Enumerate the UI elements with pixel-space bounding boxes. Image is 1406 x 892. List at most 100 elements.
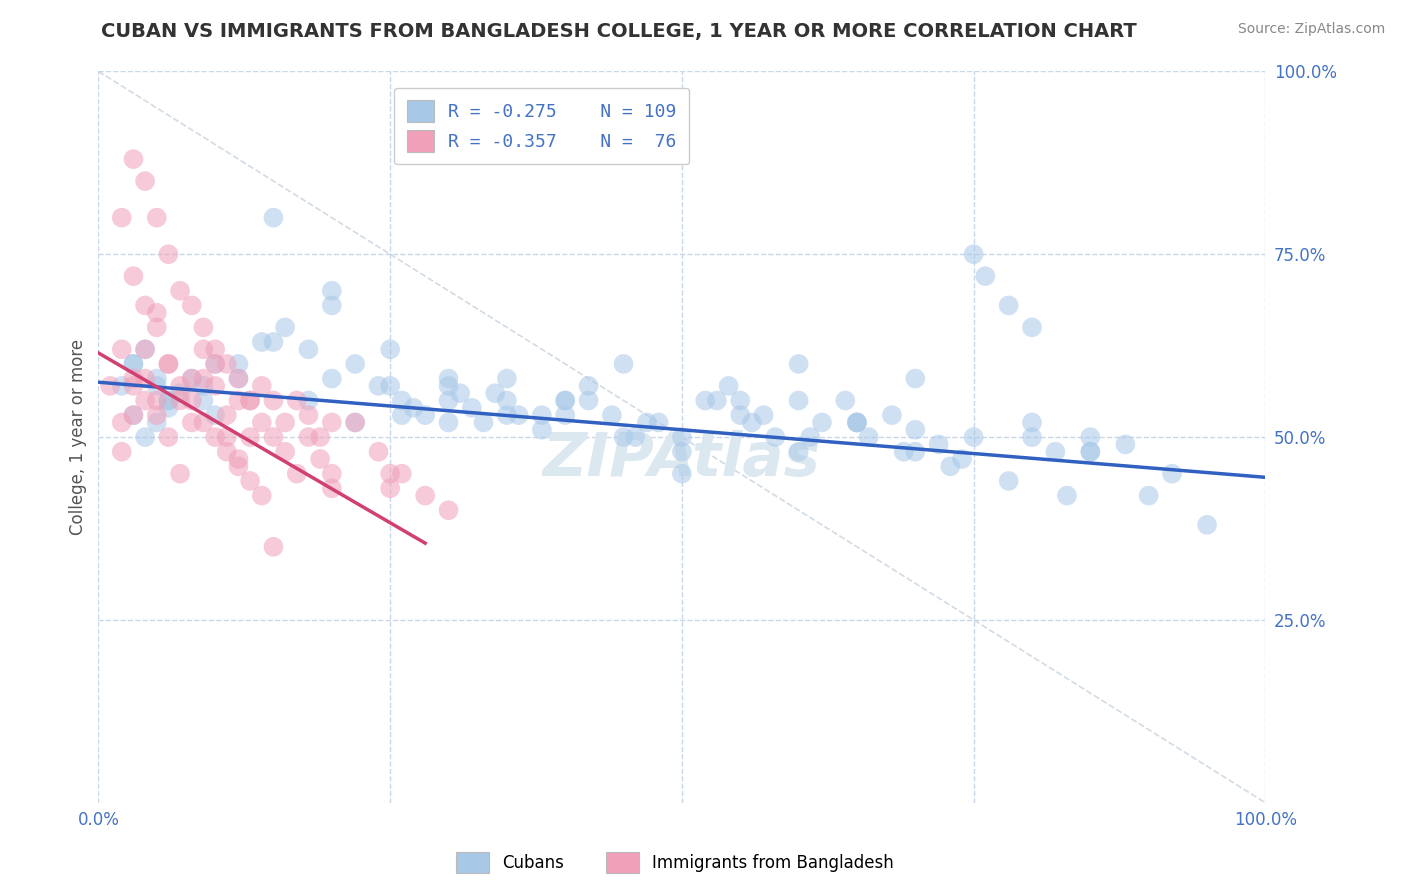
Point (169, 393, 191, 408)
Point (321, 467, 343, 481)
Point (950, 452, 973, 467)
Point (204, 357, 226, 371)
Point (461, 401, 484, 415)
Point (974, 269, 997, 284)
Point (250, 379, 273, 393)
Point (274, 416, 297, 430)
Point (880, 408, 903, 422)
Point (530, 423, 553, 437)
Point (204, 408, 226, 422)
Point (893, 444, 915, 458)
Point (285, 467, 308, 481)
Point (262, 540, 284, 554)
Point (378, 379, 402, 393)
Point (1045, 444, 1067, 458)
Point (321, 416, 343, 430)
Point (671, 430, 693, 444)
Point (612, 430, 634, 444)
Point (367, 444, 389, 458)
Point (204, 379, 226, 393)
Point (344, 416, 367, 430)
Point (578, 379, 600, 393)
Point (787, 393, 810, 408)
Point (962, 247, 984, 261)
Point (262, 334, 284, 349)
Point (146, 211, 169, 225)
Point (180, 393, 202, 408)
Point (169, 467, 191, 481)
Point (262, 211, 284, 225)
Point (378, 343, 402, 357)
Point (157, 247, 180, 261)
Point (309, 452, 332, 467)
Point (193, 343, 215, 357)
Point (495, 408, 517, 422)
Point (939, 459, 962, 474)
Point (297, 408, 319, 422)
Point (274, 320, 297, 334)
Point (250, 489, 273, 503)
Point (111, 416, 134, 430)
Point (437, 371, 460, 385)
Point (1137, 489, 1160, 503)
Point (250, 334, 273, 349)
Point (146, 306, 169, 320)
Point (845, 416, 868, 430)
Point (239, 393, 262, 408)
Point (904, 444, 927, 458)
Point (228, 459, 250, 474)
Point (624, 430, 647, 444)
Point (111, 343, 134, 357)
Point (134, 174, 156, 188)
Point (146, 408, 169, 422)
Point (378, 467, 402, 481)
Point (321, 371, 343, 385)
Point (157, 393, 180, 408)
Point (239, 430, 262, 444)
Point (228, 393, 250, 408)
Point (787, 357, 810, 371)
Point (228, 371, 250, 385)
Point (391, 467, 413, 481)
Point (787, 444, 810, 458)
Point (146, 416, 169, 430)
Point (122, 408, 145, 422)
Point (904, 423, 927, 437)
Point (122, 269, 145, 284)
Point (122, 379, 145, 393)
Legend: R = -0.275    N = 109, R = -0.357    N =  76: R = -0.275 N = 109, R = -0.357 N = 76 (394, 87, 689, 164)
Point (1080, 430, 1102, 444)
Point (169, 386, 191, 401)
Point (228, 371, 250, 385)
Point (169, 284, 191, 298)
Point (1161, 467, 1184, 481)
Point (309, 430, 332, 444)
Point (180, 371, 202, 385)
Point (204, 357, 226, 371)
Point (706, 393, 728, 408)
Point (763, 430, 786, 444)
Point (228, 357, 250, 371)
Point (997, 298, 1019, 312)
Point (228, 452, 250, 467)
Point (180, 371, 202, 385)
Point (449, 386, 471, 401)
Point (215, 430, 238, 444)
Point (1114, 437, 1136, 451)
Point (344, 357, 367, 371)
Point (811, 416, 834, 430)
Point (367, 379, 389, 393)
Point (378, 481, 402, 495)
Point (554, 393, 576, 408)
Point (799, 430, 821, 444)
Point (730, 408, 752, 422)
Point (730, 393, 752, 408)
Point (962, 430, 984, 444)
Point (530, 408, 553, 422)
Point (1021, 416, 1043, 430)
Point (134, 393, 156, 408)
Point (111, 444, 134, 458)
Point (146, 371, 169, 385)
Point (321, 284, 343, 298)
Point (717, 379, 740, 393)
